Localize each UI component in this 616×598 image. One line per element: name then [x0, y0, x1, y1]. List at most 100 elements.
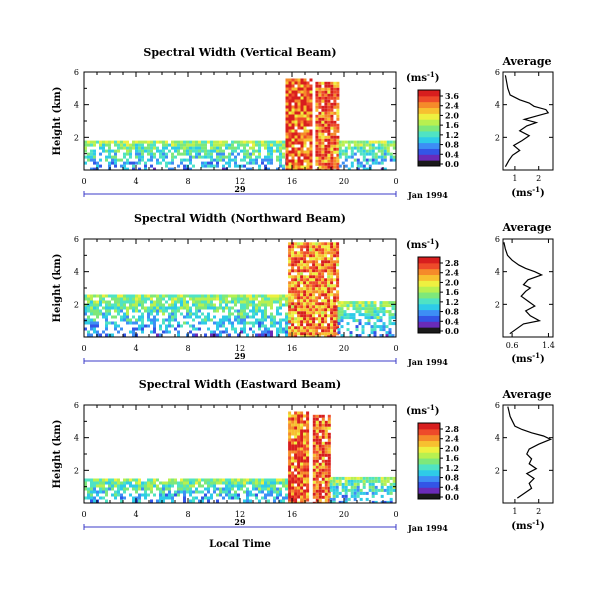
- heatmap-cell: [303, 305, 307, 309]
- heatmap-cell: [318, 114, 322, 118]
- heatmap-cell: [264, 303, 267, 307]
- heatmap-cell: [300, 144, 304, 148]
- heatmap-cell: [297, 293, 301, 297]
- heatmap-cell: [303, 444, 307, 448]
- heatmap-cell: [300, 429, 304, 433]
- heatmap-cell: [183, 297, 186, 301]
- heatmap-cell: [315, 84, 319, 88]
- heatmap-cell: [306, 165, 310, 169]
- heatmap-cell: [340, 310, 344, 314]
- heatmap-cell: [165, 161, 168, 165]
- heatmap-cell: [102, 487, 105, 491]
- heatmap-cell: [201, 161, 204, 165]
- heatmap-cell: [105, 155, 108, 159]
- heatmap-cell: [335, 491, 339, 495]
- heatmap-cell: [279, 161, 282, 165]
- heatmap-cell: [303, 290, 307, 294]
- heatmap-cell: [126, 140, 129, 144]
- heatmap-cell: [120, 484, 123, 488]
- heatmap-cell: [189, 309, 192, 313]
- heatmap-cell: [234, 294, 237, 298]
- heatmap-cell: [195, 294, 198, 298]
- heatmap-cell: [333, 156, 337, 160]
- heatmap-cell: [341, 488, 345, 492]
- heatmap-cell: [297, 477, 301, 481]
- heatmap-cell: [303, 123, 307, 127]
- heatmap-cell: [168, 303, 171, 307]
- heatmap-cell: [297, 132, 301, 136]
- heatmap-cell: [312, 302, 316, 306]
- heatmap-cell: [294, 426, 298, 430]
- heatmap-cell: [102, 478, 105, 482]
- heatmap-cell: [87, 490, 90, 494]
- heatmap-cell: [294, 477, 298, 481]
- heatmap-cell: [318, 414, 322, 418]
- heatmap-cell: [228, 321, 231, 325]
- heatmap-cell: [135, 481, 138, 485]
- heatmap-cell: [386, 143, 390, 147]
- colorbar-swatch: [418, 257, 440, 264]
- heatmap-cell: [309, 278, 313, 282]
- heatmap-cell: [300, 266, 304, 270]
- heatmap-cell: [368, 143, 372, 147]
- heatmap-cell: [135, 490, 138, 494]
- heatmap-cell: [129, 146, 132, 150]
- heatmap-cell: [315, 480, 319, 484]
- colorbar-tick-label: 0.4: [445, 149, 459, 159]
- heatmap-cell: [195, 333, 198, 337]
- heatmap-cell: [246, 315, 249, 319]
- heatmap-cell: [201, 300, 204, 304]
- heatmap-cell: [183, 484, 186, 488]
- heatmap-cell: [177, 149, 180, 153]
- heatmap-cell: [252, 294, 255, 298]
- heatmap-cell: [183, 152, 186, 156]
- heatmap-cell: [300, 465, 304, 469]
- heatmap-cell: [249, 152, 252, 156]
- heatmap-cell: [318, 93, 322, 97]
- heatmap-cell: [291, 308, 295, 312]
- heatmap-cell: [336, 153, 340, 157]
- heatmap-cell: [171, 499, 174, 503]
- heatmap-cell: [312, 281, 316, 285]
- heatmap-cell: [324, 471, 328, 475]
- heatmap-cell: [120, 294, 123, 298]
- heatmap-cell: [362, 149, 366, 153]
- heatmap-cell: [347, 479, 351, 483]
- day-label: 29: [234, 517, 246, 527]
- heatmap-cell: [306, 135, 310, 139]
- heatmap-cell: [123, 155, 126, 159]
- heatmap-cell: [297, 168, 301, 170]
- heatmap-cell: [138, 297, 141, 301]
- heatmap-cell: [177, 330, 180, 334]
- heatmap-cell: [219, 333, 222, 337]
- heatmap-cell: [93, 306, 96, 310]
- heatmap-cell: [318, 287, 322, 291]
- heatmap-cell: [267, 484, 270, 488]
- heatmap-cell: [165, 327, 168, 331]
- heatmap-cell: [291, 432, 295, 436]
- heatmap-cell: [297, 162, 301, 166]
- heatmap-cell: [315, 287, 319, 291]
- heatmap-cell: [392, 476, 396, 480]
- heatmap-cell: [117, 330, 120, 334]
- heatmap-cell: [333, 311, 337, 315]
- heatmap-cell: [243, 155, 246, 159]
- heatmap-cell: [84, 306, 87, 310]
- heatmap-cell: [114, 324, 117, 328]
- heatmap-cell: [315, 278, 319, 282]
- heatmap-cell: [261, 487, 264, 491]
- heatmap-cell: [309, 290, 313, 294]
- heatmap-cell: [93, 140, 96, 144]
- colorbar-swatch: [418, 446, 440, 453]
- heatmap-cell: [383, 149, 387, 153]
- heatmap-cell: [147, 140, 150, 144]
- heatmap-cell: [315, 492, 319, 496]
- heatmap-cell: [183, 499, 186, 503]
- heatmap-cell: [291, 420, 295, 424]
- heatmap-cell: [364, 316, 368, 320]
- colorbar-tick-label: 0.0: [445, 326, 459, 336]
- heatmap-cell: [358, 304, 362, 308]
- heatmap-cell: [267, 490, 270, 494]
- heatmap-cell: [84, 481, 87, 485]
- heatmap-cell: [318, 323, 322, 327]
